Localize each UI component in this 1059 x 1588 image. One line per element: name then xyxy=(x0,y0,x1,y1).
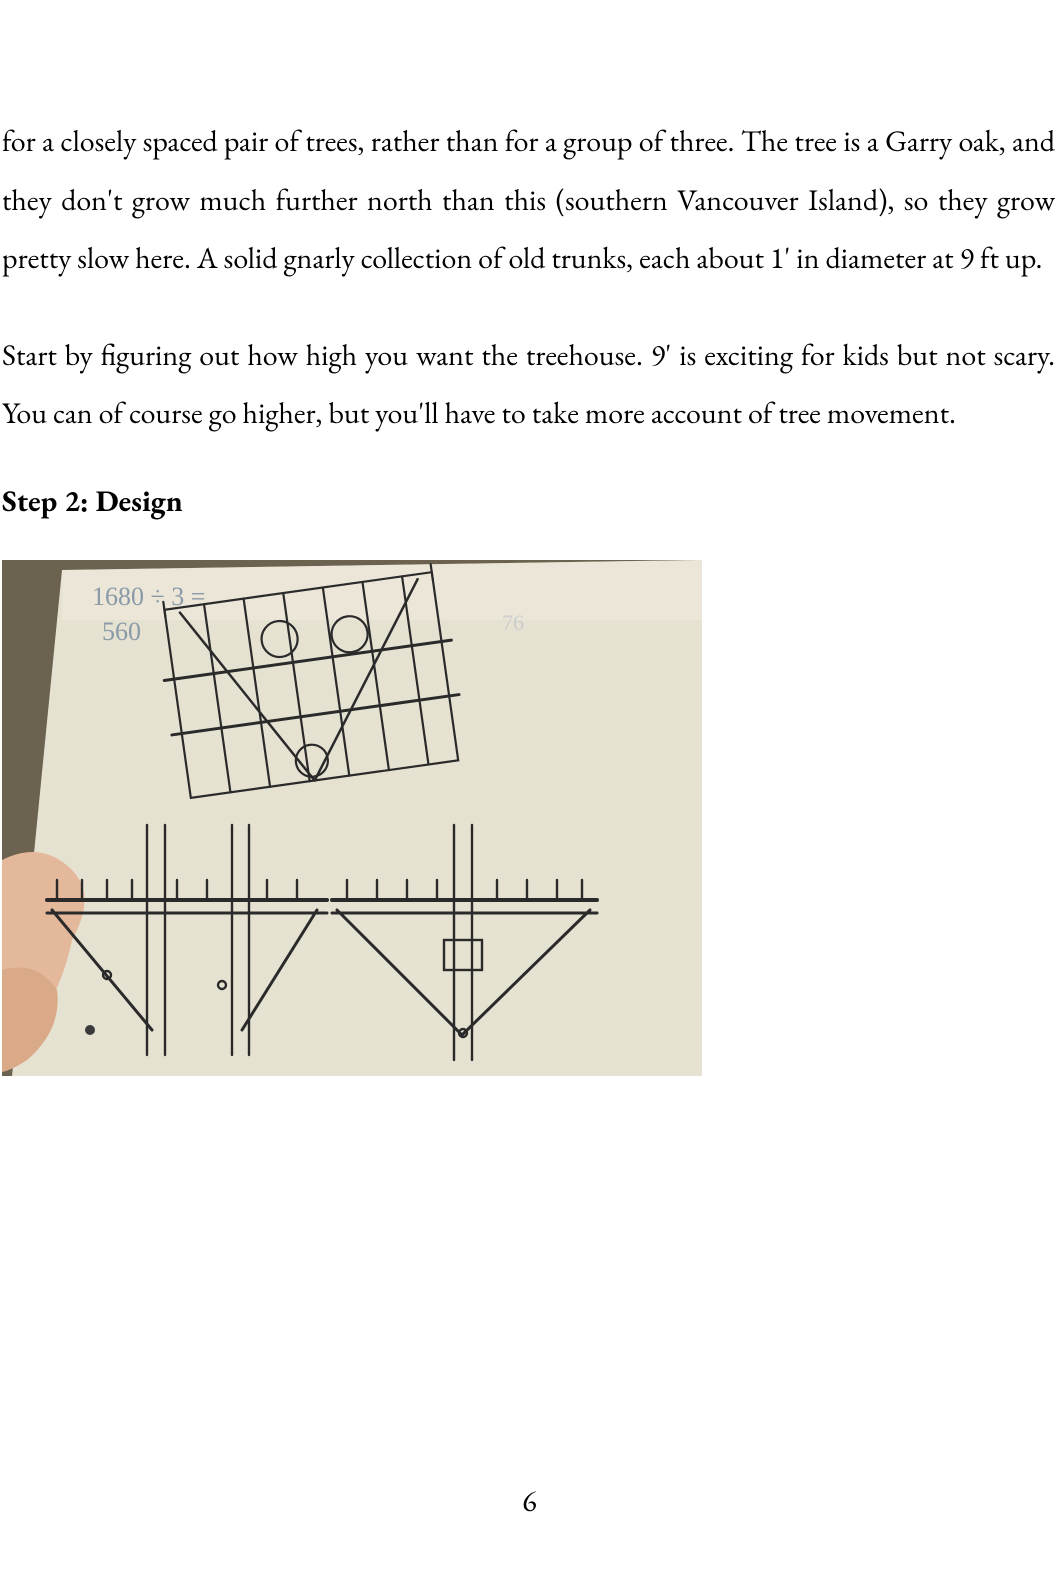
page-number: 6 xyxy=(0,1481,1059,1520)
step-heading: Step 2: Design xyxy=(0,481,1059,520)
body-paragraph-2: Start by figuring out how high you want … xyxy=(0,326,1059,443)
document-page: for a closely spaced pair of trees, rath… xyxy=(0,0,1059,1588)
sketch-svg: 1680 ÷ 3 = 560 76 xyxy=(2,560,702,1076)
note-text: 560 xyxy=(102,617,141,646)
design-sketch-figure: 1680 ÷ 3 = 560 76 xyxy=(2,560,702,1076)
body-paragraph-1: for a closely spaced pair of trees, rath… xyxy=(0,112,1059,288)
note-text-faint: 76 xyxy=(502,610,524,635)
